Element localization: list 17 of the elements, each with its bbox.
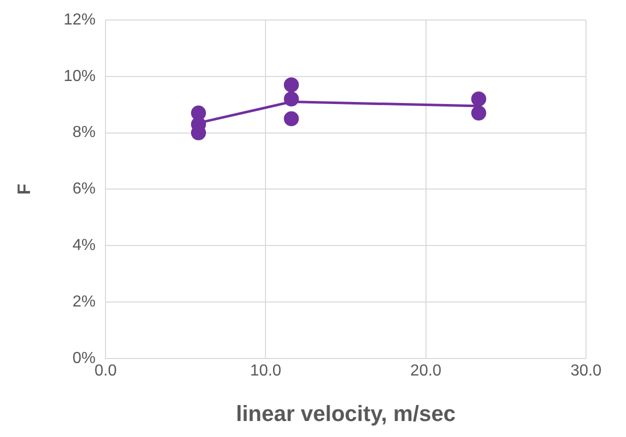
x-tick-label: 30.0 [570, 362, 602, 380]
y-tick-label: 4% [72, 237, 96, 254]
y-tick-label: 6% [72, 180, 96, 198]
x-axis-title: linear velocity, m/sec [236, 400, 456, 426]
x-tick-label: 10.0 [250, 362, 282, 380]
y-axis-title: F [14, 184, 34, 195]
x-tick-label: 0.0 [94, 362, 117, 380]
point [471, 106, 486, 121]
y-tick-label: 2% [72, 293, 96, 310]
y-tick-label: 8% [72, 124, 96, 142]
point [284, 77, 299, 92]
x-tick-label: 20.0 [410, 362, 442, 380]
y-tick-label: 12% [64, 11, 96, 28]
y-tick-label: 0% [72, 350, 96, 367]
y-tick-label: 10% [64, 68, 96, 85]
point [471, 91, 486, 106]
point [284, 111, 299, 126]
